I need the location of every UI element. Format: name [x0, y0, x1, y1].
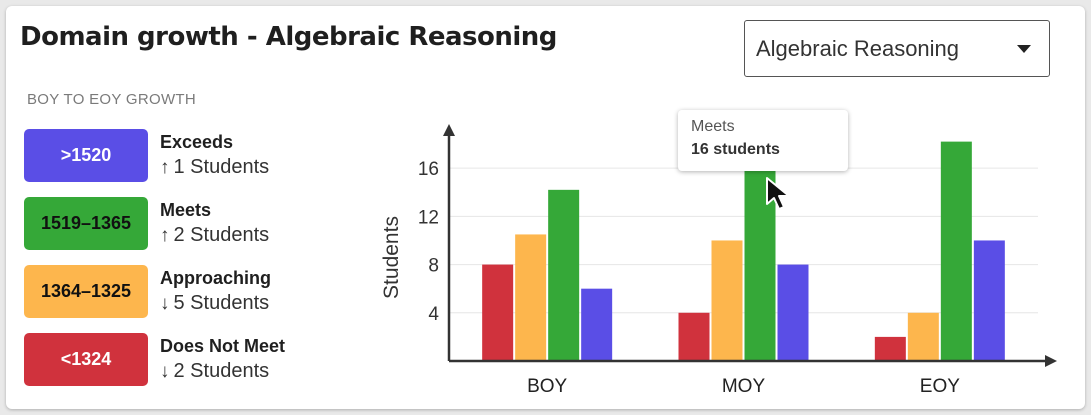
- y-tick-label: 4: [428, 304, 439, 325]
- tooltip-value: 16 students: [691, 141, 780, 158]
- caret-down-icon: [1017, 45, 1031, 53]
- bar-does-not-meet: [482, 264, 514, 361]
- legend-item-meets: 1519–1365 Meets ↑ 2 Students: [24, 197, 324, 251]
- chart-svg: 4 8 12 16 BOY MOY EOY Students: [380, 124, 1057, 397]
- domain-select[interactable]: Algebraic Reasoning: [744, 20, 1050, 77]
- growth-section-label: BOY TO EOY GROWTH: [27, 91, 197, 108]
- bar-exceeds: [777, 264, 809, 361]
- y-tick-label: 12: [418, 207, 439, 228]
- arrow-down-icon: ↓: [160, 293, 170, 314]
- legend-item-approaching: 1364–1325 Approaching ↓ 5 Students: [24, 265, 324, 319]
- bar-approaching: [907, 312, 939, 361]
- legend-name: Does Not Meet: [160, 336, 286, 356]
- range-badge-meets: 1519–1365: [24, 197, 148, 250]
- x-axis-arrow-icon: [1045, 355, 1057, 367]
- bar-does-not-meet: [874, 336, 906, 361]
- x-tick-label: EOY: [920, 376, 960, 397]
- mouse-pointer-icon: [766, 177, 790, 210]
- arrow-up-icon: ↑: [160, 225, 170, 246]
- tooltip-label: Meets: [691, 118, 735, 135]
- legend-item-exceeds: >1520 Exceeds ↑ 1 Students: [24, 129, 324, 183]
- bar-meets: [940, 141, 972, 361]
- legend-change: ↑ 1 Students: [160, 156, 270, 178]
- chart-tooltip: Meets 16 students: [678, 110, 848, 171]
- y-tick-label: 8: [428, 256, 439, 277]
- growth-bar-chart: 4 8 12 16 BOY MOY EOY Students: [370, 120, 1070, 405]
- range-badge-does-not-meet: <1324: [24, 333, 148, 386]
- bar-approaching: [515, 234, 547, 361]
- legend-item-does-not-meet: <1324 Does Not Meet ↓ 2 Students: [24, 333, 324, 387]
- x-tick-label: MOY: [722, 376, 766, 397]
- legend-name: Exceeds: [160, 132, 234, 152]
- legend-change: ↓ 5 Students: [160, 292, 270, 314]
- legend-name: Approaching: [160, 268, 271, 288]
- legend-change: ↓ 2 Students: [160, 360, 270, 382]
- arrow-down-icon: ↓: [160, 361, 170, 382]
- x-tick-label: BOY: [527, 376, 567, 397]
- legend-name: Meets: [160, 200, 212, 220]
- bar-exceeds: [581, 288, 613, 361]
- bar-approaching: [711, 240, 743, 361]
- domain-select-value: Algebraic Reasoning: [756, 36, 960, 61]
- y-axis-arrow-icon: [443, 124, 455, 136]
- arrow-up-icon: ↑: [160, 157, 170, 178]
- legend-change: ↑ 2 Students: [160, 224, 270, 246]
- bar-does-not-meet: [678, 312, 710, 361]
- y-axis-title: Students: [380, 216, 403, 299]
- page-title: Domain growth - Algebraic Reasoning: [20, 22, 557, 52]
- range-badge-approaching: 1364–1325: [24, 265, 148, 318]
- bar-meets: [548, 189, 580, 361]
- range-badge-exceeds: >1520: [24, 129, 148, 182]
- y-tick-label: 16: [418, 159, 439, 180]
- bar-exceeds: [973, 240, 1005, 361]
